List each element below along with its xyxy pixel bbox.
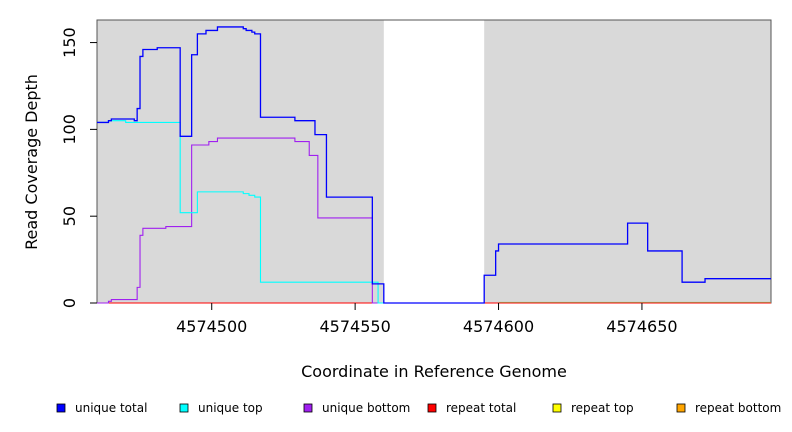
series-line-unique-bottom bbox=[97, 137, 384, 304]
series-line-unique-top bbox=[97, 120, 384, 304]
legend-label-unique-top: unique top bbox=[198, 401, 263, 415]
legend-label-repeat-top: repeat top bbox=[571, 401, 634, 415]
x-tick-label-3: 4574650 bbox=[606, 317, 677, 336]
y-axis-title: Read Coverage Depth bbox=[22, 74, 41, 250]
legend-label-unique-total: unique total bbox=[75, 401, 147, 415]
axes: 4574500 4574550 4574600 4574650 0 50 100 150 bbox=[60, 27, 678, 336]
series-lines bbox=[97, 26, 771, 304]
legend-swatch-repeat-top bbox=[552, 403, 562, 413]
x-tick-label-0: 4574500 bbox=[176, 317, 247, 336]
legend-swatch-unique-bottom bbox=[303, 403, 313, 413]
legend-label-unique-bottom: unique bottom bbox=[322, 401, 410, 415]
legend-swatch-repeat-bottom bbox=[676, 403, 686, 413]
x-axis-title: Coordinate in Reference Genome bbox=[301, 362, 567, 381]
shaded-region-1 bbox=[484, 20, 771, 303]
plot-background bbox=[96, 19, 772, 304]
x-tick-label-1: 4574550 bbox=[319, 317, 390, 336]
y-tick-label-2: 100 bbox=[60, 114, 79, 145]
y-tick-label-1: 50 bbox=[60, 206, 79, 226]
shaded-region-0 bbox=[97, 20, 384, 303]
legend-swatch-repeat-total bbox=[427, 403, 437, 413]
legend-label-repeat-bottom: repeat bottom bbox=[695, 401, 781, 415]
legend-swatch-unique-top bbox=[179, 403, 189, 413]
legend-swatch-unique-total bbox=[56, 403, 66, 413]
series-line-unique-total bbox=[97, 26, 771, 304]
legend-label-repeat-total: repeat total bbox=[446, 401, 516, 415]
y-tick-label-0: 0 bbox=[60, 298, 79, 308]
y-tick-label-3: 150 bbox=[60, 27, 79, 58]
x-tick-label-2: 4574600 bbox=[463, 317, 534, 336]
legend: unique total unique top unique bottom repea… bbox=[56, 401, 781, 415]
